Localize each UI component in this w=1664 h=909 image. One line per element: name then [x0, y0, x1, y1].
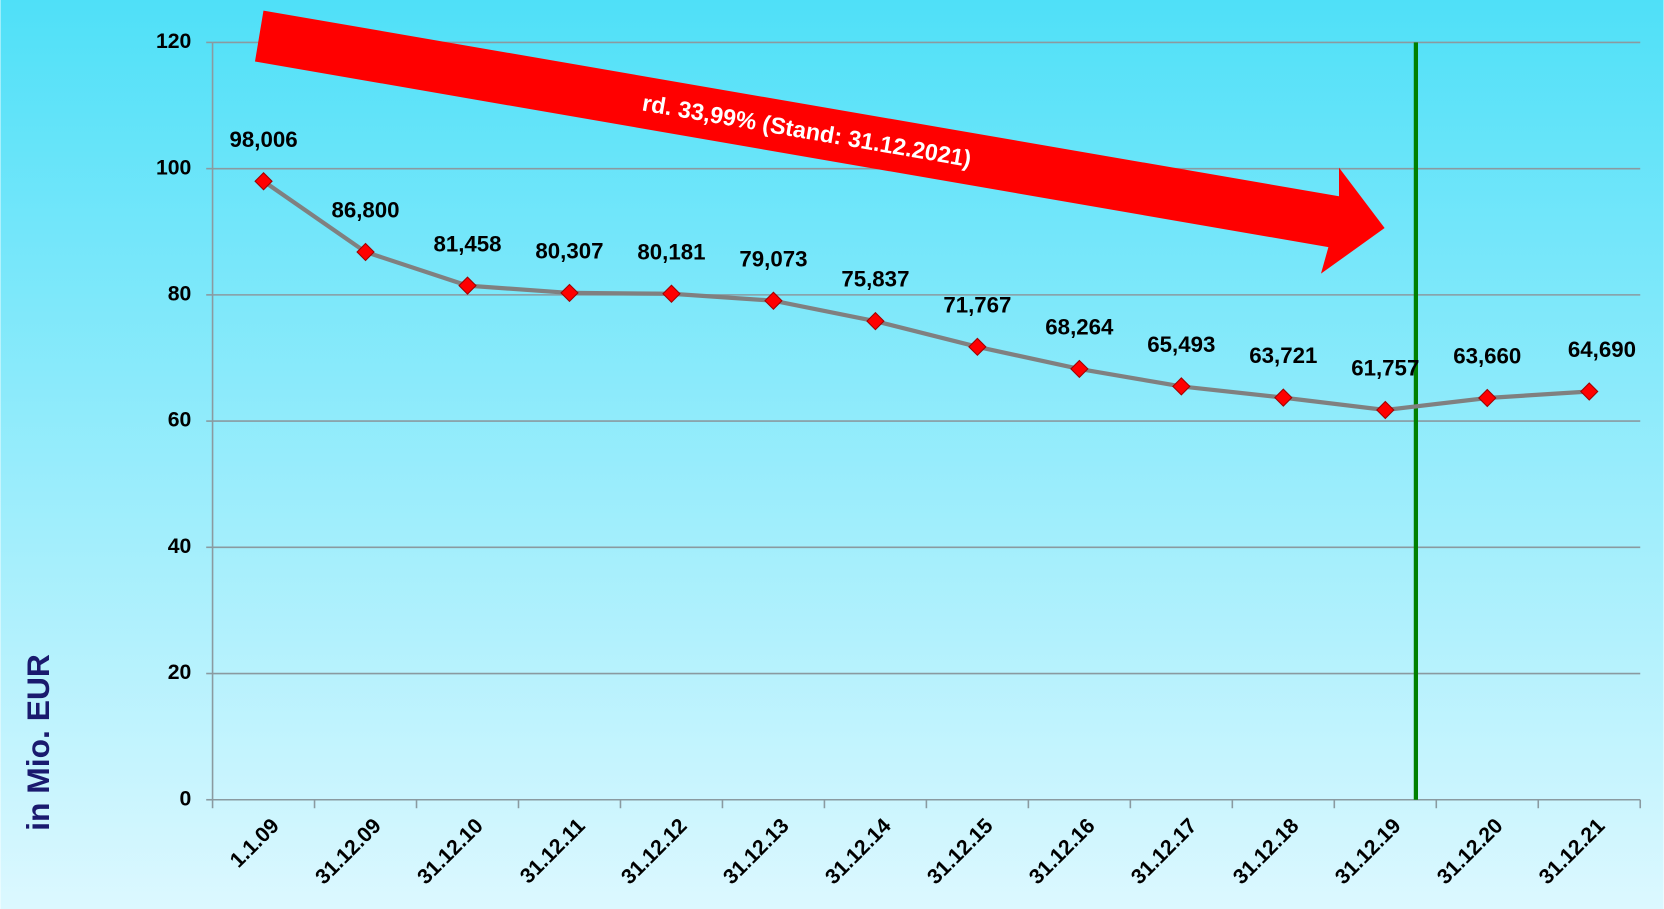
point-marker	[968, 337, 987, 357]
y-axis-title: in Mio. EUR	[20, 654, 56, 831]
data-label: 75,837	[841, 267, 909, 292]
point-marker	[458, 276, 477, 295]
point-marker	[254, 171, 273, 191]
y-tick-label: 0	[180, 787, 192, 810]
y-tick-label: 100	[156, 156, 191, 179]
y-tick-label: 40	[168, 535, 192, 558]
data-label: 86,800	[331, 198, 399, 223]
point-marker	[560, 283, 579, 303]
point-marker	[1376, 400, 1395, 420]
data-label: 68,264	[1045, 315, 1114, 340]
data-label: 65,493	[1147, 332, 1215, 357]
data-label: 64,690	[1568, 337, 1636, 362]
point-marker	[1274, 388, 1293, 407]
data-label: 71,767	[943, 292, 1011, 317]
point-marker	[1478, 388, 1497, 408]
series-line	[262, 179, 1590, 413]
point-marker	[1172, 377, 1191, 396]
data-label: 61,757	[1351, 356, 1419, 381]
data-label: 80,181	[637, 239, 705, 264]
data-label: 98,006	[229, 127, 297, 152]
data-label: 63,660	[1453, 344, 1521, 369]
data-label: 79,073	[739, 246, 807, 271]
data-label: 80,307	[535, 239, 603, 264]
point-marker	[764, 291, 783, 310]
data-label: 81,458	[433, 231, 501, 256]
y-tick-label: 120	[156, 30, 191, 53]
point-marker	[356, 242, 375, 262]
trend-arrow	[254, 10, 1385, 274]
y-tick-label: 20	[168, 661, 192, 684]
point-marker	[1070, 359, 1089, 379]
point-marker	[1580, 382, 1599, 401]
point-marker	[662, 284, 681, 303]
y-tick-label: 60	[168, 409, 192, 432]
point-marker	[866, 311, 885, 331]
y-tick-label: 80	[168, 282, 192, 305]
data-label: 63,721	[1249, 343, 1317, 368]
